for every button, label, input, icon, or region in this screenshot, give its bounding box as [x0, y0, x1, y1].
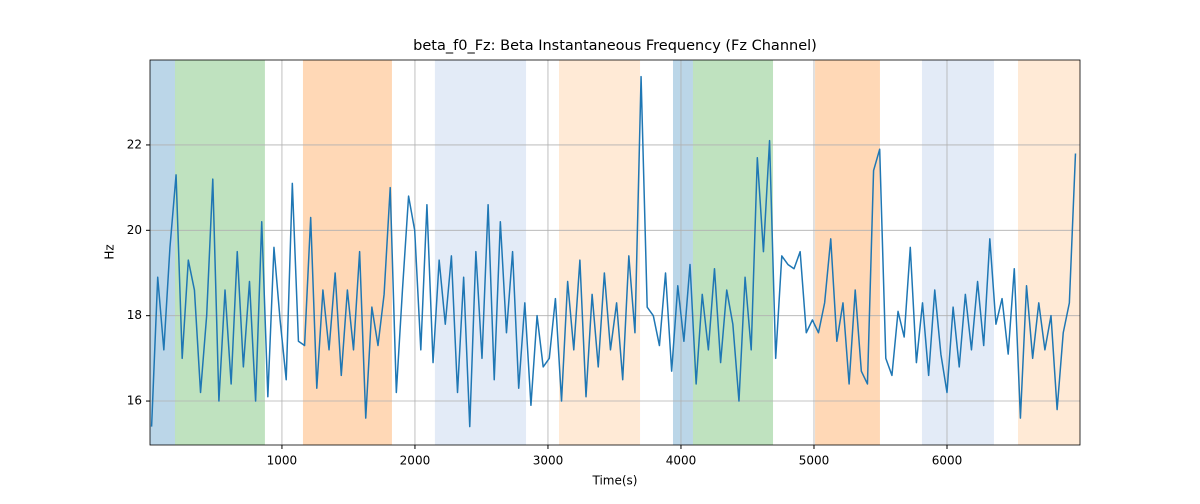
y-axis-label: Hz: [103, 244, 117, 259]
spans: [150, 60, 1080, 445]
plot-frame: [149, 59, 1081, 446]
x-tick-label: 2000: [400, 454, 431, 468]
y-tick-label: 20: [127, 223, 142, 237]
chart-title: beta_f0_Fz: Beta Instantaneous Frequency…: [413, 38, 817, 54]
x-tick-label: 5000: [799, 454, 830, 468]
y-tick-label: 18: [127, 308, 142, 322]
x-tick-label: 6000: [932, 454, 963, 468]
lines: [150, 75, 1077, 428]
shaded-span: [815, 60, 880, 445]
x-axis-label: Time(s): [592, 474, 638, 488]
x-tick-label: 3000: [533, 454, 564, 468]
labels: 1000 2000 3000 4000 5000 6000 16 18 20 22: [127, 137, 963, 467]
y-tick-label: 22: [127, 137, 142, 151]
shaded-span: [921, 60, 994, 445]
y-tick-label: 16: [127, 394, 142, 408]
shaded-span: [559, 60, 641, 445]
shaded-span: [434, 60, 527, 445]
x-tick-label: 1000: [267, 454, 298, 468]
shaded-span: [692, 60, 774, 445]
shaded-span: [672, 60, 693, 445]
shaded-span: [1018, 60, 1080, 445]
x-tick-label: 4000: [666, 454, 697, 468]
data-line: [150, 75, 1077, 428]
